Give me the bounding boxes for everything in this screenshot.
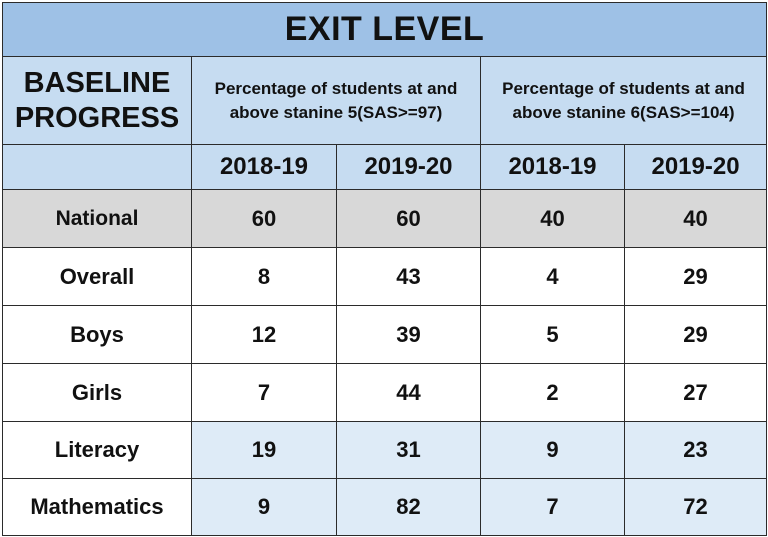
cell-value: 7: [480, 478, 625, 536]
cell-value: 12: [191, 305, 337, 364]
cell-value: 40: [480, 189, 625, 248]
cell-value: 5: [480, 305, 625, 364]
year-header: 2019-20: [623, 144, 768, 190]
cell-value: 72: [623, 478, 768, 536]
cell-value: 9: [191, 478, 337, 536]
table-row-national: National 60 60 40 40: [2, 189, 768, 248]
cell-value: 27: [623, 363, 768, 422]
row-label: Literacy: [2, 421, 192, 479]
cell-value: 8: [191, 247, 337, 306]
cell-value: 7: [191, 363, 337, 422]
row-label: National: [2, 189, 192, 248]
cell-value: 43: [336, 247, 481, 306]
cell-value: 40: [623, 189, 768, 248]
row-label: Overall: [2, 247, 192, 306]
cell-value: 60: [336, 189, 481, 248]
cell-value: 23: [623, 421, 768, 479]
table-row-girls: Girls 7 44 2 27: [2, 363, 768, 422]
cell-value: 9: [480, 421, 625, 479]
baseline-progress-label: BASELINE PROGRESS: [14, 66, 180, 134]
table-title: EXIT LEVEL: [1, 2, 768, 57]
cell-value: 29: [623, 247, 768, 306]
table-row-mathematics: Mathematics 9 82 7 72: [2, 478, 768, 536]
cell-value: 31: [336, 421, 481, 479]
year-header: 2018-19: [191, 144, 337, 190]
empty-header-cell: [2, 144, 192, 190]
table-row-boys: Boys 12 39 5 29: [2, 305, 768, 364]
baseline-progress-header: BASELINE PROGRESS: [2, 56, 192, 145]
table-row-overall: Overall 8 43 4 29: [2, 247, 768, 306]
cell-value: 39: [336, 305, 481, 364]
cell-value: 29: [623, 305, 768, 364]
cell-value: 19: [191, 421, 337, 479]
cell-value: 82: [336, 478, 481, 536]
table-row-literacy: Literacy 19 31 9 23: [2, 421, 768, 479]
cell-value: 4: [480, 247, 625, 306]
row-label: Boys: [2, 305, 192, 364]
row-label: Girls: [2, 363, 192, 422]
cell-value: 60: [191, 189, 337, 248]
year-header: 2019-20: [336, 144, 481, 190]
year-header: 2018-19: [480, 144, 625, 190]
stanine-5-header: Percentage of students at and above stan…: [191, 56, 481, 145]
row-label: Mathematics: [2, 478, 192, 536]
cell-value: 44: [336, 363, 481, 422]
cell-value: 2: [480, 363, 625, 422]
stanine-6-header: Percentage of students at and above stan…: [479, 56, 768, 145]
